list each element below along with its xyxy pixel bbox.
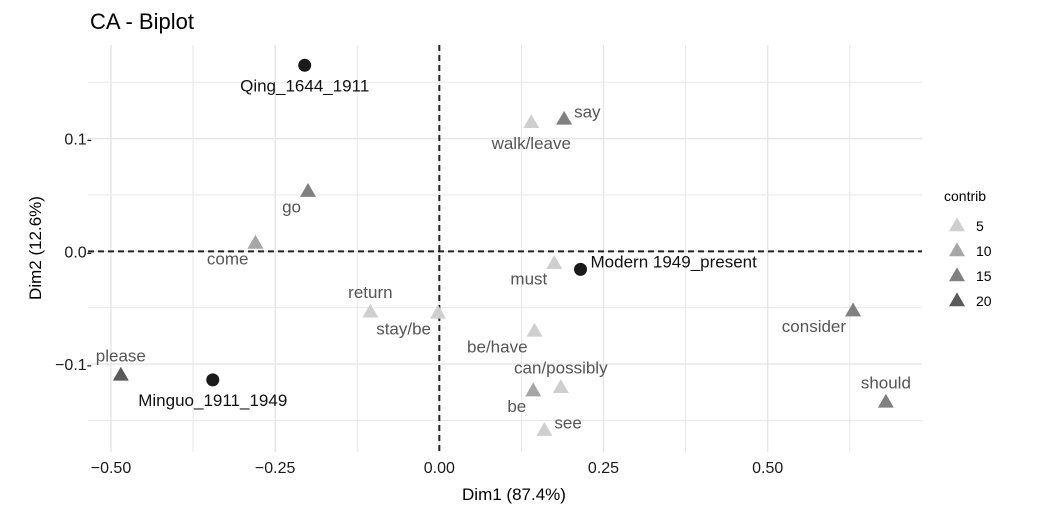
point-label: return bbox=[348, 283, 392, 302]
row-point-triangle bbox=[362, 303, 379, 318]
point-label: see bbox=[554, 414, 581, 433]
point-label: stay/be bbox=[376, 319, 431, 338]
data-points bbox=[112, 58, 894, 436]
row-point-triangle bbox=[845, 302, 862, 317]
legend-title: contrib bbox=[944, 188, 986, 204]
row-point-triangle bbox=[526, 322, 543, 337]
x-tick-label: −0.25 bbox=[255, 460, 296, 477]
legend-label: 5 bbox=[976, 218, 984, 234]
legend-label: 10 bbox=[976, 243, 992, 259]
grid-lines bbox=[88, 45, 922, 452]
legend-items: 5 10 15 20 bbox=[949, 217, 992, 309]
legend-key-triangle bbox=[949, 242, 965, 257]
row-point-triangle bbox=[299, 182, 316, 197]
y-tick-label: −0.1- bbox=[55, 357, 92, 374]
y-axis-title: Dim2 (12.6%) bbox=[26, 196, 45, 300]
row-point-triangle bbox=[523, 114, 540, 129]
legend-key-triangle bbox=[949, 217, 965, 232]
row-point-triangle bbox=[536, 421, 553, 436]
row-point-triangle bbox=[247, 234, 264, 249]
x-tick-label: 0.25 bbox=[588, 460, 619, 477]
point-label: go bbox=[282, 198, 301, 217]
point-label: be/have bbox=[467, 337, 528, 356]
x-tick-label: −0.50 bbox=[91, 460, 132, 477]
legend-label: 15 bbox=[976, 268, 992, 284]
point-label: must bbox=[510, 270, 547, 289]
y-tick-label: 0.1- bbox=[64, 132, 92, 149]
x-tick-label: 0.00 bbox=[424, 460, 455, 477]
point-label: consider bbox=[782, 317, 847, 336]
legend-key-triangle bbox=[949, 267, 965, 282]
x-axis-title: Dim1 (87.4%) bbox=[462, 485, 566, 504]
row-point-triangle bbox=[112, 366, 129, 381]
row-point-triangle bbox=[552, 379, 569, 394]
point-label: be bbox=[507, 397, 526, 416]
point-label: Modern 1949_present bbox=[591, 252, 758, 271]
point-label: say bbox=[574, 102, 601, 121]
legend-key-triangle bbox=[949, 292, 965, 307]
point-label: Minguo_1911_1949 bbox=[138, 391, 287, 410]
row-point-triangle bbox=[546, 255, 563, 269]
x-tick-label: 0.50 bbox=[752, 460, 783, 477]
chart-title: CA - Biplot bbox=[90, 9, 194, 34]
row-point-triangle bbox=[877, 393, 894, 408]
legend-label: 20 bbox=[976, 293, 992, 309]
reference-lines bbox=[88, 45, 922, 452]
legend: contrib 5 10 15 20 bbox=[944, 188, 992, 309]
point-label: please bbox=[96, 346, 146, 365]
row-point-triangle bbox=[430, 304, 447, 319]
point-label: Qing_1644_1911 bbox=[240, 76, 369, 95]
y-tick-label: 0.0- bbox=[64, 244, 92, 261]
row-point-triangle bbox=[556, 110, 573, 125]
point-label: should bbox=[861, 373, 911, 392]
point-label: come bbox=[207, 249, 249, 268]
axis-ticks: −0.50 −0.25 0.00 0.25 0.50 0.1- 0.0- −0.1- bbox=[55, 132, 783, 477]
point-label: walk/leave bbox=[491, 134, 571, 153]
row-point-triangle bbox=[525, 382, 542, 397]
point-label: can/possibly bbox=[514, 359, 608, 378]
column-point-circle bbox=[298, 58, 312, 72]
column-point-circle bbox=[206, 373, 220, 387]
column-point-circle bbox=[574, 262, 588, 276]
